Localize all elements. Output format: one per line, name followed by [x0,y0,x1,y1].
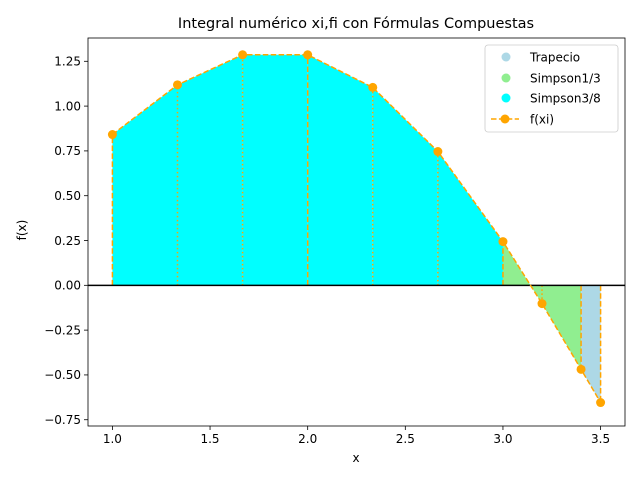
y-tick-label-6: 0.75 [54,144,81,158]
x-axis-ticks: 1.0 1.5 2.0 2.5 3.0 3.5 [103,426,610,446]
x-tick-label-2: 2.0 [298,432,317,446]
f-xi-markers [107,50,606,408]
area-segment-3 [307,54,373,286]
y-tick-label-5: 0.50 [54,189,81,203]
area-segment-1 [177,54,243,286]
legend-marker-trapecio [501,52,511,62]
x-tick-label-3: 2.5 [396,432,415,446]
area-segment-0 [112,84,178,286]
data-point-3 [303,50,313,60]
area-segment-4 [372,87,438,286]
y-tick-label-2: −0.25 [44,323,81,337]
y-axis-ticks: −0.75 −0.50 −0.25 0.00 0.25 0.50 0.75 1.00 1.25 [44,55,88,427]
legend-box [484,44,619,133]
y-axis-label: f(x) [15,220,29,241]
area-segment-8 [581,285,601,403]
legend-marker-simpson13 [501,73,511,83]
data-point-7 [537,299,547,309]
data-point-1 [172,80,182,90]
legend: Trapecio Simpson1/3 Simpson3/8 f(xi) [484,44,619,133]
data-point-9 [596,398,606,408]
f-xi-line [111,54,602,403]
data-point-5 [433,147,443,157]
legend-label-simpson13: Simpson1/3 [530,72,601,86]
x-tick-label-5: 3.5 [591,432,610,446]
x-tick-label-4: 3.0 [493,432,512,446]
area-segment-5 [437,151,503,286]
y-tick-label-4: 0.25 [54,234,81,248]
legend-marker-simpson38 [501,93,511,103]
legend-label-fxi: f(xi) [530,113,554,127]
x-tick-label-0: 1.0 [103,432,122,446]
data-point-4 [368,82,378,92]
data-point-2 [238,50,248,60]
integration-areas [112,54,601,403]
legend-marker-fxi [500,114,510,124]
area-segment-2 [242,54,308,286]
y-tick-label-7: 1.00 [54,99,81,113]
plot-frame [87,37,626,427]
x-tick-label-1: 1.5 [200,432,219,446]
x-axis-label: x [352,451,359,465]
y-tick-label-1: −0.50 [44,368,81,382]
data-point-0 [107,130,117,140]
node-lines [111,54,602,403]
y-tick-label-0: −0.75 [44,413,81,427]
chart-title: Integral numérico xi,fi con Fórmulas Com… [178,16,534,32]
legend-label-simpson38: Simpson3/8 [530,92,601,106]
legend-label-trapecio: Trapecio [529,51,580,65]
y-tick-label-8: 1.25 [54,55,81,69]
area-segment-7 [542,285,582,370]
y-tick-label-3: 0.00 [54,279,81,293]
data-point-8 [576,364,586,374]
data-point-6 [498,237,508,247]
